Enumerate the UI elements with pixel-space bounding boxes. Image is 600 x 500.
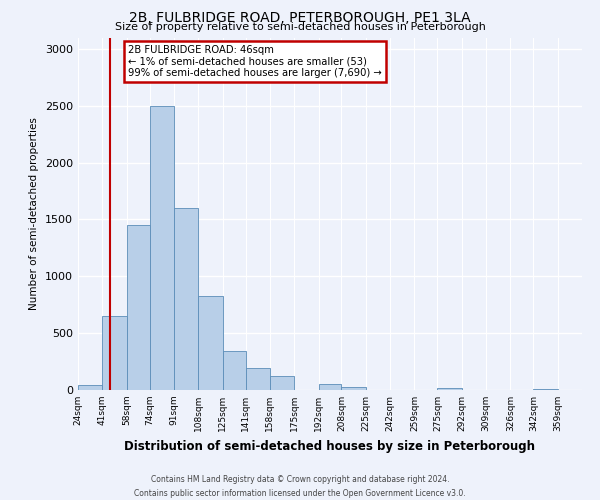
Text: Contains HM Land Registry data © Crown copyright and database right 2024.
Contai: Contains HM Land Registry data © Crown c…: [134, 476, 466, 498]
Bar: [174, 208, 198, 390]
Bar: [103, 316, 127, 390]
Bar: [533, 389, 557, 390]
Text: 2B FULBRIDGE ROAD: 46sqm
← 1% of semi-detached houses are smaller (53)
99% of se: 2B FULBRIDGE ROAD: 46sqm ← 1% of semi-de…: [128, 44, 382, 78]
Text: 2B, FULBRIDGE ROAD, PETERBOROUGH, PE1 3LA: 2B, FULBRIDGE ROAD, PETERBOROUGH, PE1 3L…: [129, 11, 471, 25]
Y-axis label: Number of semi-detached properties: Number of semi-detached properties: [29, 118, 40, 310]
X-axis label: Distribution of semi-detached houses by size in Peterborough: Distribution of semi-detached houses by …: [125, 440, 536, 452]
Text: Size of property relative to semi-detached houses in Peterborough: Size of property relative to semi-detach…: [115, 22, 485, 32]
Bar: [78, 386, 103, 390]
Bar: [437, 388, 462, 390]
Bar: [198, 296, 223, 390]
Bar: [223, 352, 245, 390]
Bar: [270, 376, 294, 390]
Bar: [245, 368, 270, 390]
Bar: [319, 384, 341, 390]
Bar: [149, 106, 174, 390]
Bar: [341, 386, 366, 390]
Bar: [127, 225, 149, 390]
